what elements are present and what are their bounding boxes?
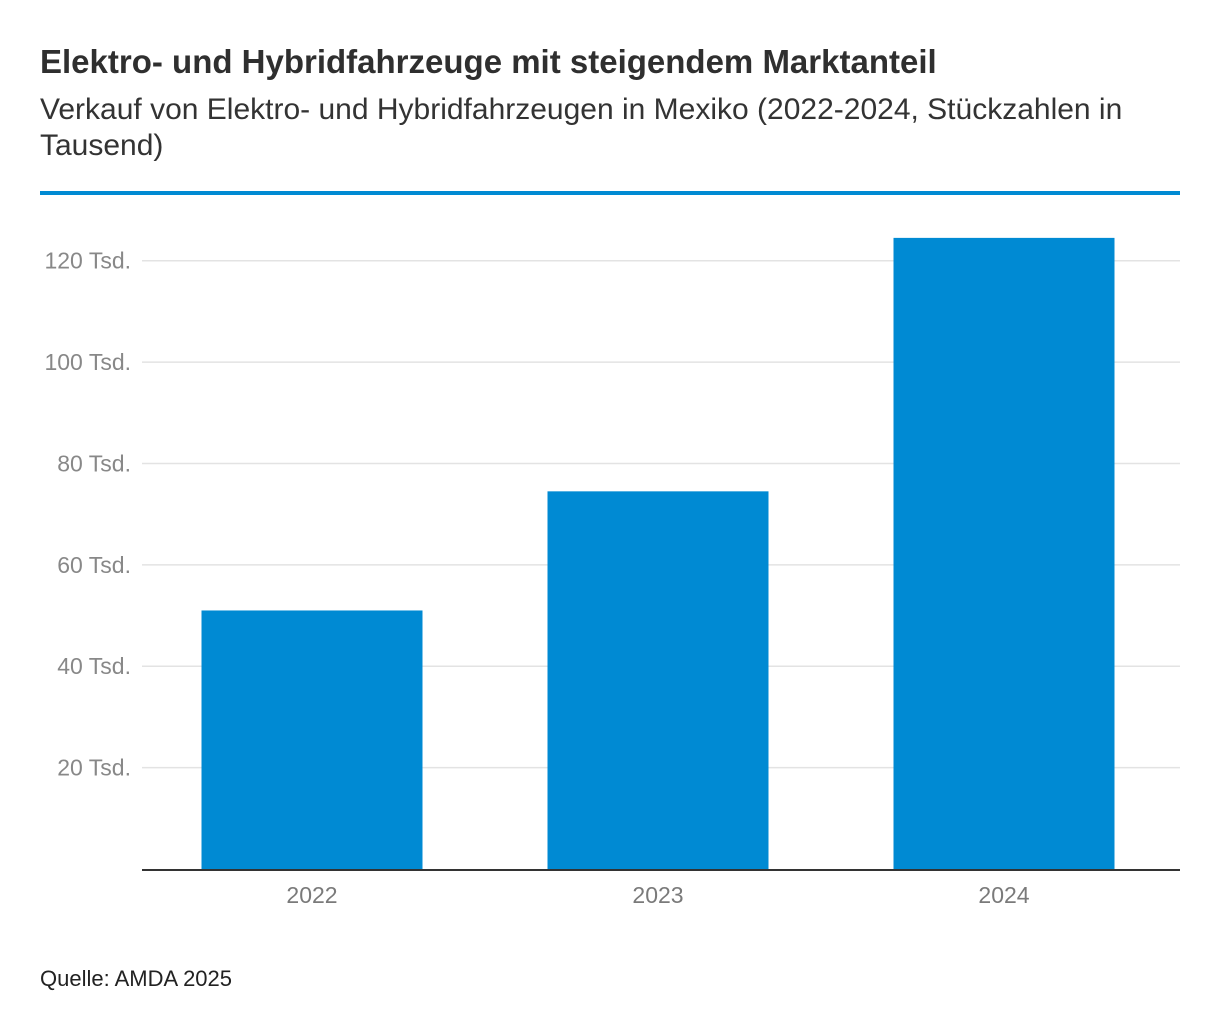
tick-labels: 20 Tsd. 40 Tsd. 60 Tsd. 80 Tsd. 100 Tsd. 120 … — [44, 248, 1029, 908]
source-note: Quelle: AMDA 2025 — [40, 966, 233, 991]
bar-2023 — [547, 491, 769, 869]
bar-2022 — [201, 610, 423, 869]
x-tick-label: 2022 — [286, 882, 337, 908]
x-tick-label: 2023 — [632, 882, 683, 908]
y-tick-label: 20 Tsd. — [57, 755, 131, 781]
y-tick-label: 40 Tsd. — [57, 653, 131, 679]
y-tick-label: 80 Tsd. — [57, 450, 131, 476]
y-tick-label: 60 Tsd. — [57, 552, 131, 578]
chart-subtitle: Verkauf von Elektro- und Hybridfahrzeuge… — [40, 93, 1123, 162]
bar-2024 — [893, 237, 1115, 870]
y-tick-label: 120 Tsd. — [44, 248, 131, 274]
header-divider — [40, 191, 1180, 195]
x-tick-label: 2024 — [978, 882, 1029, 908]
chart-title: Elektro- und Hybridfahrzeuge mit steigen… — [40, 43, 937, 80]
y-tick-label: 100 Tsd. — [44, 349, 131, 375]
bars — [201, 237, 1115, 870]
